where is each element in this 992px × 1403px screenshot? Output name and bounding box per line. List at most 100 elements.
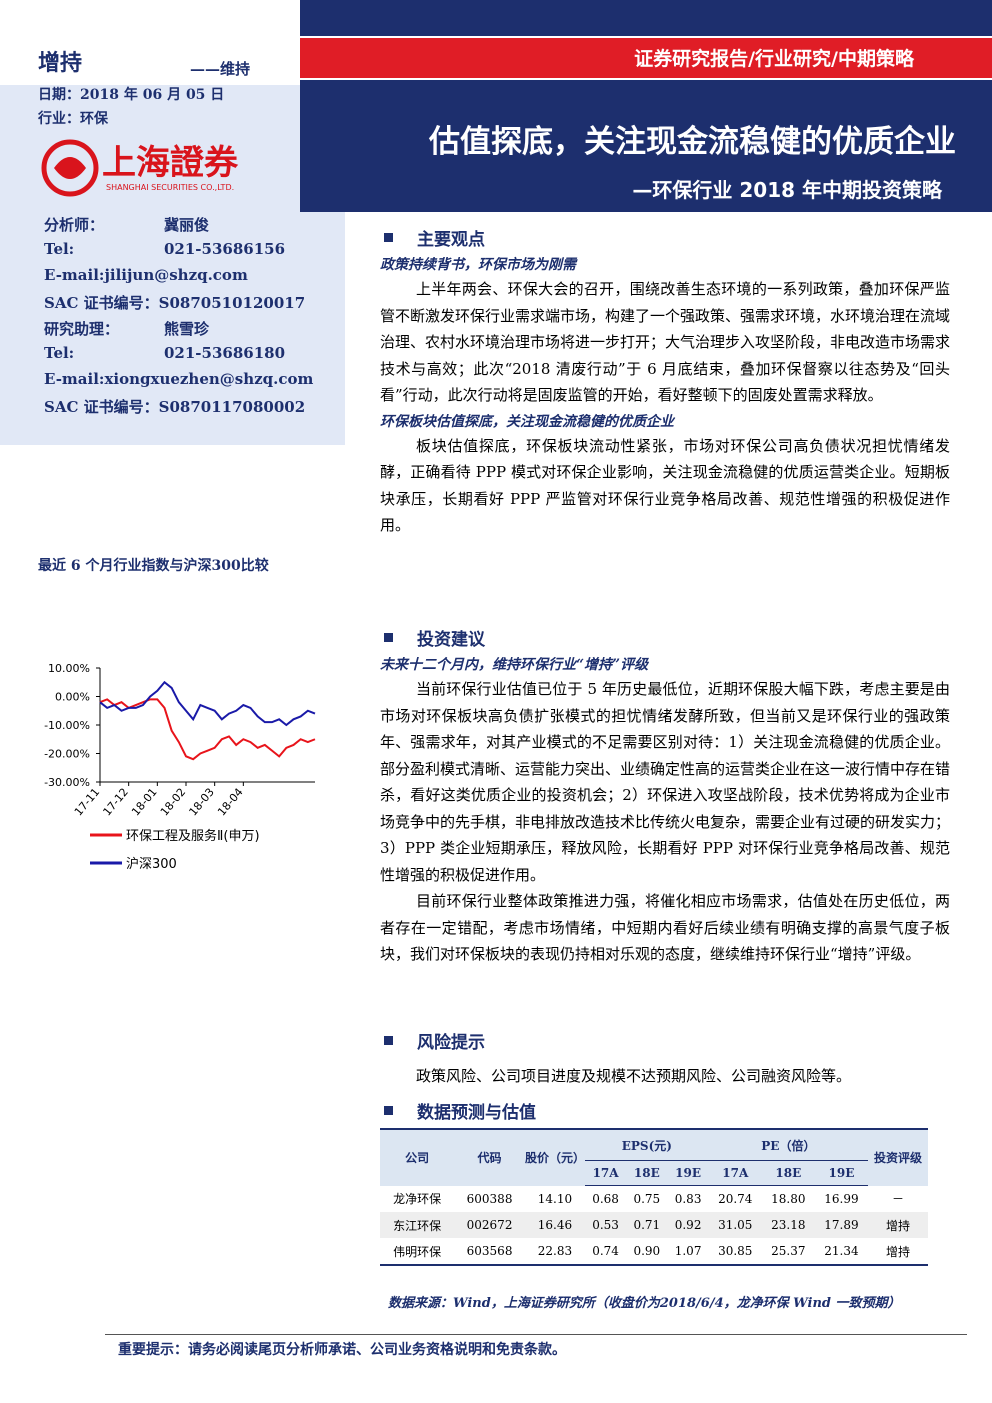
table-cell: 0.75 <box>633 1192 661 1206</box>
bullet <box>384 1105 393 1115</box>
section-heading: 数据预测与估值 <box>380 1095 950 1125</box>
series-line <box>99 698 316 761</box>
analyst-line: Tel: 021-53686156 <box>44 240 313 266</box>
header-band <box>300 36 992 80</box>
footer: 重要提示：请务必阅读尾页分析师承诺、公司业务资格说明和免责条款。 <box>118 1342 566 1358</box>
analyst-value: 冀丽俊 <box>164 216 210 234</box>
table-cell: 1.07 <box>667 1238 709 1266</box>
paragraph: 政策风险、公司项目进度及规模不达预期风险、公司融资风险等。 <box>416 1067 852 1085</box>
table-header: EPS(元) <box>584 1128 709 1161</box>
table-cell: 伟明环保 <box>380 1238 455 1266</box>
y-tick-label: 10.00% <box>48 662 90 675</box>
x-tick-label: 18-02 <box>158 786 189 819</box>
table-cell: 增持 <box>885 1218 910 1233</box>
chart: 10.00% 0.00% -10.00% -20.00% -30.00%17-1117-… <box>44 662 316 872</box>
subtitle: —环保行业 2018 年中期投资策略 <box>632 178 942 202</box>
table-cell: 22.83 <box>524 1238 585 1266</box>
analyst-line: SAC 证书编号：S0870510120017 <box>44 292 313 318</box>
table-subheader: 19E <box>667 1160 709 1186</box>
table-cell: 25.37 <box>761 1238 815 1266</box>
table-subheader: 18E <box>761 1160 815 1186</box>
table-cell: 20.74 <box>718 1192 753 1206</box>
logo-cn: 上海證券 <box>102 143 239 183</box>
analyst-label: 分析师： <box>44 216 105 234</box>
analyst-line: E-mail:xiongxuezhen@shzq.com <box>44 370 313 396</box>
x-tick-label: 18-03 <box>186 786 217 819</box>
table-subheader: 17A <box>708 1160 762 1186</box>
table-cell: 23.18 <box>771 1218 806 1232</box>
subheading: 未来十二个月内，维持环保行业“增持”评级 <box>380 657 649 673</box>
analyst-value: 021-53686180 <box>164 344 286 362</box>
date: 日期：2018 年 06 月 05 日 <box>38 87 225 103</box>
table-cell: 0.74 <box>584 1238 627 1266</box>
section-heading: 主要观点 <box>380 222 950 252</box>
table-cell: 21.34 <box>814 1238 868 1266</box>
section-title: 风险提示 <box>417 1032 485 1053</box>
x-tick-label: 17-11 <box>72 786 103 819</box>
subheading: 环保板块估值探底，关注现金流稳健的优质企业 <box>380 413 674 430</box>
paragraph: 上半年两会、环保大会的召开，围绕改善生态环境的一系列政策，叠加环保严监管不断激发… <box>380 280 951 404</box>
table-subheader: 19E <box>814 1160 868 1186</box>
analyst-text: SAC 证书编号：S0870117080002 <box>44 398 306 416</box>
source: 数据来源：Wind，上海证券研究所（收盘价为2018/6/4，龙净环保 Wind… <box>388 1296 901 1311</box>
analyst-text: E-mail:xiongxuezhen@shzq.com <box>44 370 314 388</box>
table-subheader: 17A <box>584 1160 627 1186</box>
bullet <box>384 232 393 242</box>
table-cell: 0.90 <box>626 1238 668 1266</box>
footer-rule <box>105 1334 967 1335</box>
series-line <box>99 680 316 727</box>
section: 主要观点政策持续背书，环保市场为刚需上半年两会、环保大会的召开，围绕改善生态环境… <box>380 222 950 539</box>
y-tick-label: -10.00% <box>44 719 90 732</box>
table-header: 投资评级 <box>868 1128 928 1186</box>
section: 风险提示政策风险、公司项目进度及规模不达预期风险、公司融资风险等。 <box>380 1025 950 1090</box>
analyst-value: 熊雪珍 <box>164 320 210 338</box>
analyst-label: 研究助理： <box>44 320 120 338</box>
table-cell: 16.99 <box>824 1192 859 1206</box>
report-type: 证券研究报告/行业研究/中期策略 <box>634 48 914 70</box>
table-cell: 16.46 <box>537 1218 573 1232</box>
table-cell: 14.10 <box>537 1191 573 1206</box>
analyst-label: Tel: <box>44 344 75 362</box>
paragraph: 板块估值探底，环保板块流动性紧张，市场对环保公司高负债状况担忧情绪发酵，正确看待… <box>380 436 950 535</box>
table-cell: 增持 <box>868 1238 928 1266</box>
table-cell: 龙净环保 <box>393 1192 442 1207</box>
table-subheader: 18E <box>626 1160 668 1186</box>
section-title: 主要观点 <box>417 229 485 250</box>
x-tick-label: 18-01 <box>129 786 160 819</box>
analysts: 分析师： 冀丽俊 Tel: 021-53686156 E-mail:jilijun@sh… <box>44 214 313 422</box>
section: 投资建议未来十二个月内，维持环保行业“增持”评级当前环保行业估值已位于 5 年历… <box>380 622 950 968</box>
table-header: 股价（元） <box>524 1128 585 1186</box>
paragraph: 当前环保行业估值已位于 5 年历史最低位，近期环保股大幅下跌，考虑主要是由市场对… <box>380 680 951 884</box>
table-row: 龙净环保 600388 14.10 0.68 0.75 0.83 20.74 18.80 16.… <box>380 1186 928 1213</box>
section-heading: 风险提示 <box>380 1025 950 1055</box>
analyst-text: SAC 证书编号：S0870510120017 <box>44 294 306 312</box>
title: 估值探底，关注现金流稳健的优质企业 <box>429 124 956 160</box>
data-table: 公司 代码 股价（元） EPS(元) PE（倍） 投资评级 17A 18E 19E 17A 18E 1… <box>380 1128 928 1266</box>
table-cell: 0.53 <box>592 1218 619 1232</box>
table-wrap: 公司 代码 股价（元） EPS(元) PE（倍） 投资评级 17A 18E 19E 17A 18E 1… <box>380 1128 928 1266</box>
table-cell: 0.68 <box>592 1192 619 1206</box>
logo-ring <box>41 139 99 197</box>
table-header: 公司 <box>380 1128 455 1186</box>
table-cell: 002672 <box>466 1218 513 1232</box>
analyst-line: E-mail:jilijun@shzq.com <box>44 266 313 292</box>
bullet <box>384 632 393 642</box>
legend-label: 沪深300 <box>126 856 177 872</box>
analyst-text: E-mail:jilijun@shzq.com <box>44 266 248 284</box>
paragraph: 目前环保行业整体政策推进力强，将催化相应市场需求，估值处在历史低位，两者存在一定… <box>380 892 950 963</box>
table-header-row: 公司 代码 股价（元） EPS(元) PE（倍） 投资评级 <box>380 1128 928 1186</box>
rating: 增持 <box>38 50 83 76</box>
section-heading: 投资建议 <box>380 622 950 652</box>
section-title: 投资建议 <box>417 629 485 650</box>
table-header: 代码 <box>454 1128 525 1186</box>
table-cell: 18.80 <box>771 1192 806 1206</box>
bullet <box>384 1035 393 1045</box>
y-tick-label: 0.00% <box>55 691 90 704</box>
legend-label: 环保工程及服务Ⅱ(申万) <box>126 828 260 844</box>
chart-title: 最近 6 个月行业指数与沪深300比较 <box>38 558 269 574</box>
table-cell: 17.89 <box>824 1218 859 1232</box>
x-tick-label: 17-12 <box>100 786 131 819</box>
analyst-line: SAC 证书编号：S0870117080002 <box>44 396 313 422</box>
industry: 行业：环保 <box>38 111 108 127</box>
subheading: 政策持续背书，环保市场为刚需 <box>380 257 576 273</box>
